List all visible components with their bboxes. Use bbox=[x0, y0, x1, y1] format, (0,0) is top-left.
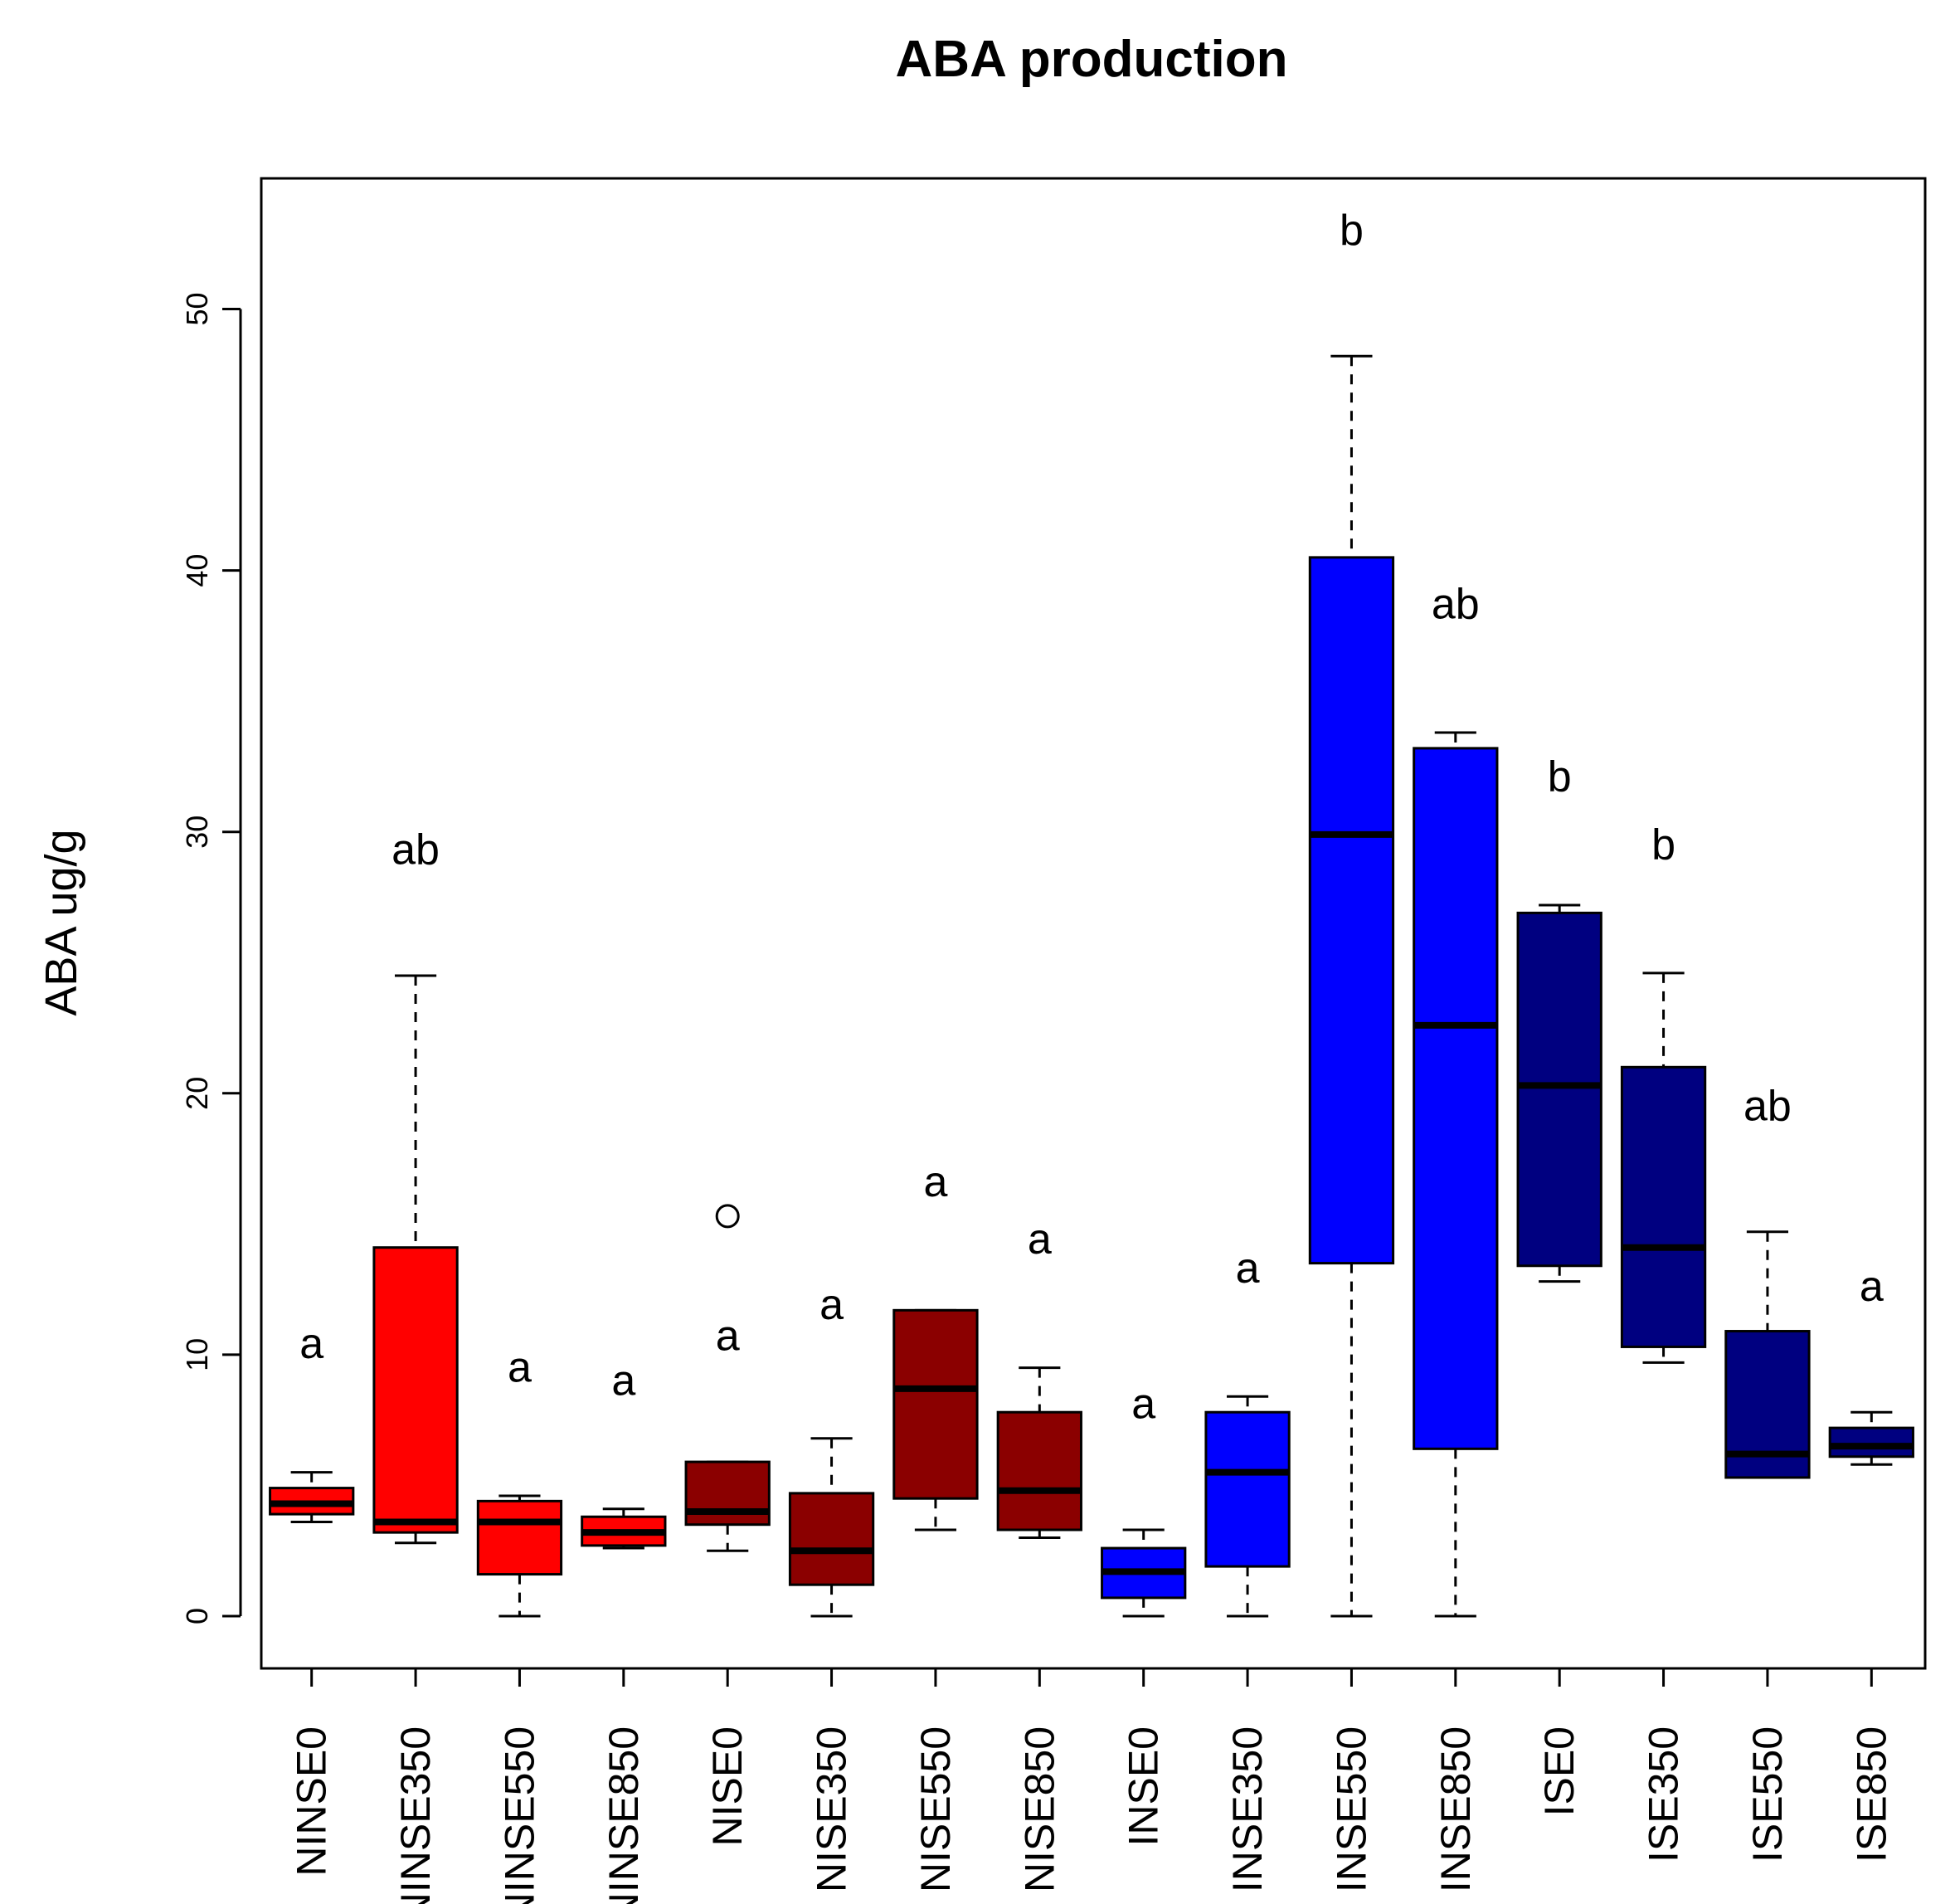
significance-letter: a bbox=[1131, 1381, 1155, 1429]
significance-letter: a bbox=[716, 1312, 740, 1361]
x-tick-label: INSE550 bbox=[1328, 1726, 1374, 1892]
x-tick-label: INSE350 bbox=[1224, 1726, 1271, 1892]
significance-letter: ab bbox=[391, 826, 440, 874]
chart-title: ABA production bbox=[896, 31, 1288, 88]
y-tick-label: 50 bbox=[180, 293, 214, 326]
box-nise550 bbox=[892, 1308, 979, 1531]
x-tick-label: NISE850 bbox=[1016, 1726, 1063, 1892]
box-nise350 bbox=[788, 1437, 875, 1618]
x-tick-label: NINSE0 bbox=[289, 1726, 335, 1877]
significance-letter: a bbox=[923, 1158, 947, 1206]
significance-letter: a bbox=[819, 1281, 844, 1329]
x-tick-label: INSE850 bbox=[1432, 1726, 1479, 1892]
box-inse850 bbox=[1413, 731, 1499, 1618]
box-ninse550 bbox=[476, 1494, 563, 1618]
iqr-box bbox=[1204, 1410, 1291, 1568]
plot-frame bbox=[260, 177, 1927, 1670]
box-ninse850 bbox=[581, 1507, 667, 1550]
iqr-box bbox=[1828, 1426, 1914, 1458]
box-ise550 bbox=[1724, 1230, 1811, 1479]
box-nise0 bbox=[684, 1204, 771, 1552]
box-ninse350 bbox=[372, 974, 459, 1545]
significance-letter: ab bbox=[1432, 580, 1480, 628]
x-tick-label: NISE350 bbox=[809, 1726, 855, 1892]
significance-letter: a bbox=[299, 1320, 323, 1368]
x-tick-label: NINSE850 bbox=[601, 1726, 647, 1904]
x-tick-label: NINSE350 bbox=[392, 1726, 439, 1904]
significance-letter: a bbox=[1028, 1215, 1052, 1264]
x-tick-label: ISE0 bbox=[1536, 1726, 1583, 1816]
boxes bbox=[269, 354, 1914, 1618]
x-tick-label: ISE550 bbox=[1744, 1726, 1791, 1863]
x-tick-label: ISE350 bbox=[1641, 1726, 1687, 1863]
box-inse550 bbox=[1308, 354, 1395, 1618]
significance-letter: a bbox=[508, 1344, 532, 1392]
box-ise0 bbox=[1516, 903, 1602, 1283]
box-inse350 bbox=[1204, 1395, 1291, 1618]
significance-letter: b bbox=[1340, 207, 1364, 255]
iqr-box bbox=[996, 1410, 1082, 1531]
iqr-box bbox=[476, 1499, 563, 1576]
box-ise850 bbox=[1828, 1410, 1914, 1466]
iqr-box bbox=[788, 1492, 875, 1586]
iqr-box bbox=[372, 1246, 459, 1534]
x-axis: NINSE0 NINSE350 NINSE550 NINSE850 NISE0 NISE3… bbox=[289, 1668, 1894, 1904]
significance-letter: b bbox=[1548, 752, 1572, 801]
box-nise850 bbox=[996, 1366, 1082, 1539]
x-tick-label: ISE850 bbox=[1848, 1726, 1894, 1863]
iqr-box bbox=[1620, 1065, 1707, 1348]
iqr-box bbox=[1413, 747, 1499, 1450]
y-tick-label: 30 bbox=[180, 816, 214, 849]
box-inse0 bbox=[1101, 1528, 1187, 1618]
y-tick-label: 0 bbox=[180, 1608, 214, 1624]
iqr-box bbox=[1516, 911, 1602, 1268]
significance-letter: ab bbox=[1743, 1082, 1792, 1130]
box-ise350 bbox=[1620, 971, 1707, 1364]
y-axis: 0 10 20 30 40 50 bbox=[180, 293, 242, 1624]
significance-letter: b bbox=[1651, 821, 1675, 869]
box-ninse0 bbox=[269, 1471, 355, 1524]
iqr-box bbox=[892, 1308, 979, 1500]
x-tick-label: NISE550 bbox=[912, 1726, 959, 1892]
y-axis-label: ABA ug/g bbox=[36, 829, 86, 1015]
iqr-box bbox=[1308, 556, 1395, 1265]
significance-letter: a bbox=[1236, 1244, 1260, 1293]
x-tick-label: INSE0 bbox=[1121, 1726, 1167, 1847]
x-tick-label: NINSE550 bbox=[496, 1726, 542, 1904]
outlier-point bbox=[715, 1204, 740, 1229]
y-tick-label: 10 bbox=[180, 1338, 214, 1371]
x-tick-label: NISE0 bbox=[704, 1726, 751, 1847]
y-tick-label: 20 bbox=[180, 1077, 214, 1110]
significance-letter: a bbox=[611, 1356, 635, 1405]
y-tick-label: 40 bbox=[180, 554, 214, 587]
iqr-box bbox=[684, 1460, 771, 1527]
significance-letter: a bbox=[1860, 1263, 1884, 1311]
